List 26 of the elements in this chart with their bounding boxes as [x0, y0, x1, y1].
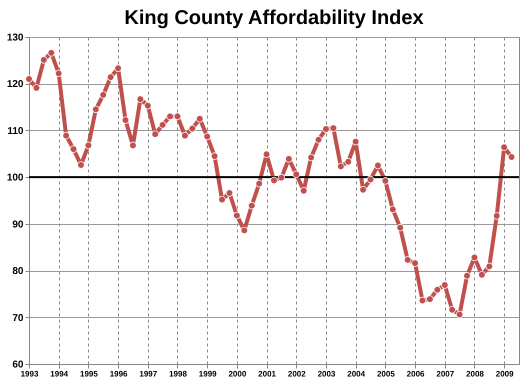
x-tick-label: 2005 — [376, 370, 396, 378]
y-tick-label: 110 — [7, 126, 24, 137]
x-tick-label: 1994 — [50, 370, 69, 378]
x-tick-label: 2004 — [347, 370, 366, 378]
x-tick-label: 1997 — [139, 370, 158, 378]
x-tick-label: 2007 — [436, 370, 455, 378]
y-tick-label: 90 — [12, 219, 24, 230]
y-tick-label: 120 — [6, 79, 24, 90]
y-tick-label: 130 — [6, 32, 24, 44]
x-tick-label: 2008 — [466, 370, 484, 378]
x-tick-label: 1996 — [110, 370, 128, 378]
x-tick-label: 1998 — [169, 370, 188, 378]
x-tick-label: 2000 — [228, 370, 247, 378]
x-tick-label: 1995 — [80, 370, 98, 378]
y-tick-label: 80 — [12, 266, 24, 278]
x-tick-label: 2002 — [288, 370, 306, 378]
x-tick-label: 2003 — [318, 370, 336, 378]
x-tick-label: 2001 — [258, 370, 277, 378]
x-tick-label: 2009 — [496, 370, 514, 378]
x-tick-label: 1999 — [198, 370, 218, 378]
y-tick-label: 70 — [12, 312, 24, 324]
chart-title: King County Affordability Index — [124, 7, 424, 29]
x-tick-label: 1993 — [20, 370, 39, 378]
y-tick-label: 60 — [12, 360, 24, 370]
x-tick-label: 2006 — [406, 370, 426, 378]
y-tick-label: 100 — [6, 172, 24, 184]
